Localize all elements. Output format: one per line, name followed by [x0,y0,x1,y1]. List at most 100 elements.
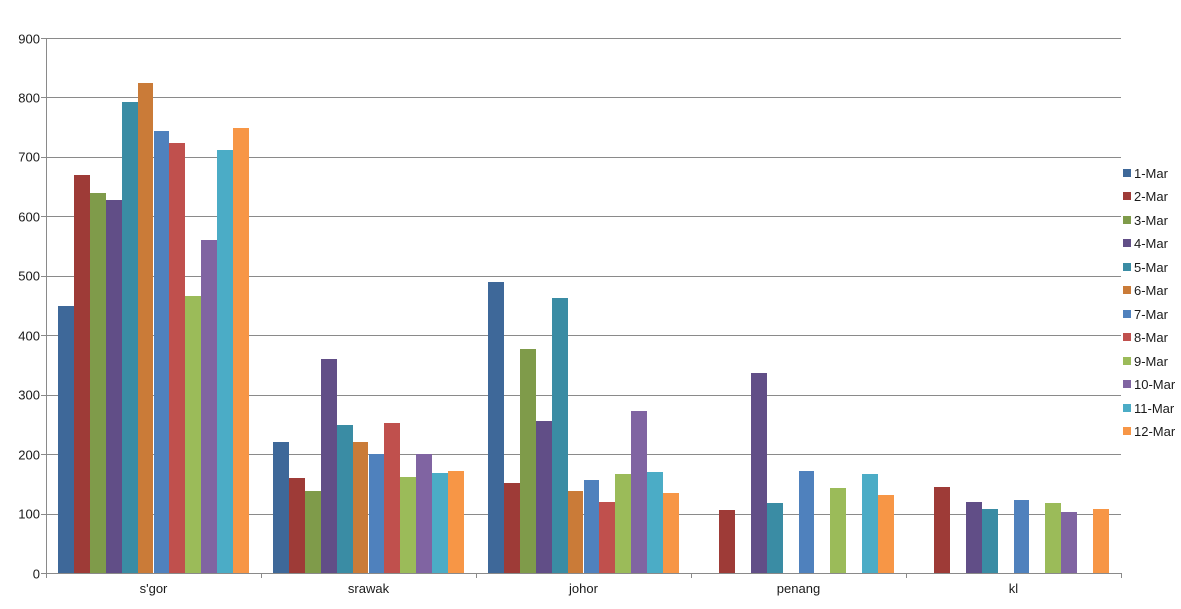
gridline [46,156,1121,158]
legend-swatch [1123,427,1131,435]
gridline [46,335,1121,337]
x-tick [476,573,477,578]
bar-2-Mar-kl [933,487,950,573]
bar-12-Mar-srawak [448,470,465,573]
y-tick-label: 900 [18,31,40,46]
gridline [46,394,1121,396]
bar-9-Mar-srawak [400,476,417,573]
y-tick [41,454,46,456]
bar-12-Mar-s'gor [233,128,250,573]
legend-swatch [1123,192,1131,200]
y-tick-label: 500 [18,268,40,284]
legend-item: 3-Mar [1123,213,1178,229]
y-tick-label: 600 [18,209,40,225]
bar-3-Mar-johor [519,349,536,573]
y-tick-label: 400 [18,328,40,344]
bar-3-Mar-s'gor [89,193,106,573]
legend-item: 12-Mar [1123,424,1178,440]
y-tick [41,573,46,574]
bar-4-Mar-kl [965,502,982,573]
legend-swatch [1123,356,1131,365]
bar-7-Mar-johor [583,480,600,573]
category-label: johor [569,581,598,596]
legend-item: 4-Mar [1123,236,1178,252]
bar-9-Mar-johor [615,474,632,573]
y-tick [41,335,46,337]
bar-10-Mar-johor [631,410,648,573]
legend-label: 6-Mar [1134,283,1168,298]
bar-8-Mar-s'gor [169,142,186,573]
bar-5-Mar-kl [981,509,998,573]
gridline [46,38,1121,39]
bar-3-Mar-srawak [304,490,321,573]
gridline [46,97,1121,99]
y-tick-label: 0 [32,566,40,581]
bar-10-Mar-kl [1061,512,1078,573]
x-tick [261,573,262,578]
y-axis-line [46,38,47,577]
legend-swatch [1123,380,1131,388]
legend-label: 3-Mar [1134,212,1168,228]
bar-7-Mar-kl [1013,499,1030,573]
x-axis-line [46,573,1121,574]
bar-11-Mar-johor [647,471,664,573]
legend-label: 12-Mar [1134,424,1176,439]
x-tick [1121,573,1122,578]
bar-4-Mar-penang [750,373,767,573]
y-tick [41,394,46,396]
legend-item: 5-Mar [1123,260,1178,276]
bar-10-Mar-s'gor [201,240,218,573]
legend-swatch [1123,262,1131,271]
bar-11-Mar-srawak [432,473,449,573]
gridline [46,454,1121,456]
bar-5-Mar-johor [551,298,568,573]
bar-1-Mar-johor [487,281,504,573]
bar-11-Mar-penang [862,473,879,573]
legend-label: 4-Mar [1134,236,1168,251]
legend-item: 9-Mar [1123,354,1178,370]
legend-label: 11-Mar [1134,400,1175,416]
gridline [46,216,1121,218]
legend-swatch [1123,333,1131,341]
gridline [46,275,1121,277]
category-label: kl [1008,581,1019,596]
x-tick [906,573,907,578]
legend-item: 8-Mar [1123,330,1178,346]
category-label: penang [776,581,821,596]
bar-4-Mar-s'gor [105,199,122,573]
legend-swatch [1123,403,1131,412]
bar-9-Mar-kl [1045,503,1062,573]
legend-label: 7-Mar [1134,306,1168,322]
bar-8-Mar-johor [599,501,616,573]
legend-item: 11-Mar [1123,401,1178,417]
legend-label: 1-Mar [1134,165,1168,181]
bar-2-Mar-s'gor [73,174,90,573]
legend-item: 10-Mar [1123,377,1178,393]
y-tick-label: 200 [18,447,40,463]
legend-label: 2-Mar [1134,189,1168,204]
x-tick [691,573,692,578]
y-tick [41,275,46,277]
bar-12-Mar-penang [878,494,895,573]
legend-item: 6-Mar [1123,283,1178,299]
bar-6-Mar-srawak [352,441,369,573]
bar-1-Mar-s'gor [57,305,74,573]
y-tick [41,38,46,39]
legend-label: 8-Mar [1134,330,1168,345]
bar-5-Mar-s'gor [121,101,138,573]
legend-swatch [1123,168,1131,177]
bar-10-Mar-srawak [416,454,433,573]
legend-item: 7-Mar [1123,307,1178,323]
y-tick [41,156,46,158]
bar-1-Mar-srawak [272,442,289,573]
legend-swatch [1123,286,1131,294]
bar-8-Mar-srawak [384,423,401,573]
bar-7-Mar-penang [798,471,815,573]
category-label: srawak [347,581,390,596]
bar-2-Mar-johor [503,482,520,573]
bar-12-Mar-johor [663,492,680,573]
bar-12-Mar-kl [1093,509,1110,573]
legend-label: 5-Mar [1134,259,1168,275]
bar-4-Mar-johor [535,421,552,573]
